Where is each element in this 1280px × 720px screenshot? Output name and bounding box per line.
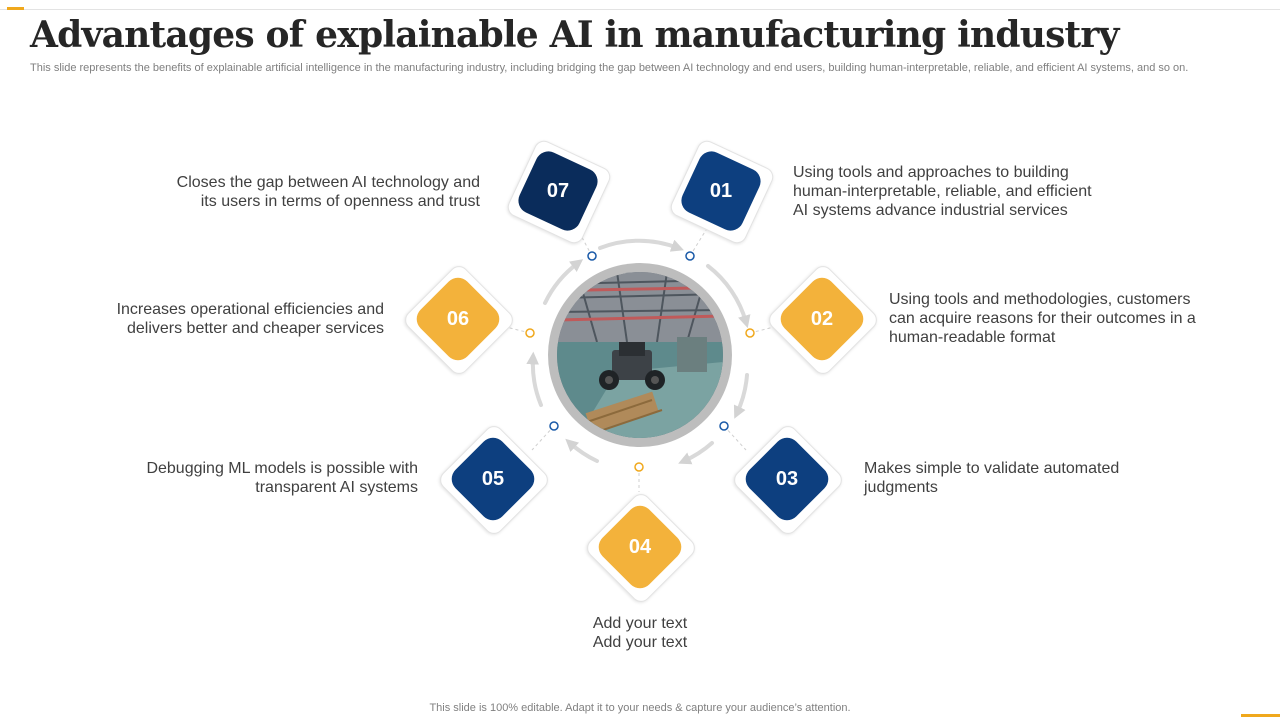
cycle-arrow: [526, 351, 543, 407]
item-07-number: 07: [546, 179, 570, 202]
cycle-arrow: [678, 441, 714, 465]
item-03-tile: 03: [729, 421, 846, 538]
top-divider: [0, 9, 1280, 10]
item-03-description: Makes simple to validate automated judgme…: [864, 460, 1120, 496]
top-accent-bar: [7, 7, 24, 10]
item-01-number: 01: [709, 179, 733, 202]
item-03-number: 03: [775, 467, 799, 490]
slide-subtitle: This slide represents the benefits of ex…: [30, 62, 1189, 74]
node-dot: [719, 421, 729, 431]
item-02-tile: 02: [764, 261, 881, 378]
node-dot: [549, 421, 559, 431]
node-dot: [745, 328, 755, 338]
item-04-tile: 04: [582, 489, 699, 606]
node-dot: [525, 328, 535, 338]
item-02-description: Using tools and methodologies, customers…: [889, 291, 1196, 346]
slide-title: Advantages of explainable AI in manufact…: [30, 14, 1119, 56]
item-06-tile: 06: [400, 261, 517, 378]
factory-tractor-photo: [557, 272, 723, 438]
node-dot: [587, 251, 597, 261]
node-dot: [685, 251, 695, 261]
cycle-arrow: [598, 238, 684, 252]
cycle-arrow: [733, 373, 749, 419]
item-07-description: Closes the gap between AI technology and…: [176, 174, 480, 210]
item-04-description: Add your text Add your text: [592, 615, 688, 651]
footer-note: This slide is 100% editable. Adapt it to…: [429, 702, 851, 714]
item-02-number: 02: [810, 307, 834, 330]
item-06-number: 06: [446, 307, 470, 330]
item-06-description: Increases operational efficiencies and de…: [116, 301, 384, 337]
cycle-arrow: [543, 259, 584, 305]
bottom-accent-bar: [1241, 714, 1280, 717]
item-05-description: Debugging ML models is possible with tran…: [146, 460, 418, 496]
cycle-arrow: [706, 264, 751, 329]
item-05-tile: 05: [435, 421, 552, 538]
item-07-tile: 07: [500, 133, 616, 249]
item-05-number: 05: [481, 467, 505, 490]
item-04-number: 04: [628, 535, 652, 558]
cycle-arrow: [565, 438, 599, 463]
item-01-description: Using tools and approaches to building hu…: [793, 164, 1092, 219]
item-01-tile: 01: [663, 133, 779, 249]
node-dot: [634, 462, 644, 472]
